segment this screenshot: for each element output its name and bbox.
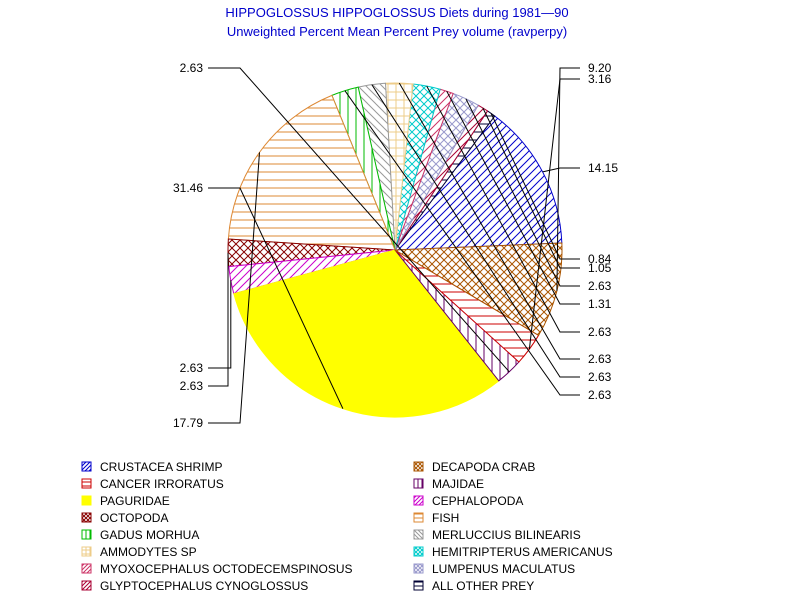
leader-line-octopoda — [208, 252, 229, 387]
legend-swatch-cephalopoda — [413, 495, 424, 506]
legend-label-decapoda-crab: DECAPODA CRAB — [432, 460, 535, 474]
legend-label-octopoda: OCTOPODA — [100, 511, 168, 525]
leader-line-fish — [208, 152, 260, 424]
legend-swatch-ammodytes-sp — [81, 546, 92, 557]
legend-label-gadus-morhua: GADUS MORHUA — [100, 528, 199, 542]
legend-swatch-myoxocephalus-octodecemspinosus — [81, 563, 92, 574]
slice-label-all-other-prey: 0.84 — [588, 252, 612, 266]
legend-label-cephalopoda: CEPHALOPODA — [432, 494, 523, 508]
legend-swatch-crustacea-shrimp — [81, 461, 92, 472]
leader-line-glyptocephalus-cynoglossus — [482, 107, 580, 269]
legend-label-majidae: MAJIDAE — [432, 477, 484, 491]
slice-label-lumpenus-maculatus: 2.63 — [588, 279, 612, 293]
legend-label-lumpenus-maculatus: LUMPENUS MACULATUS — [432, 562, 575, 576]
slice-label-paguridae: 31.46 — [173, 181, 203, 195]
legend-swatch-merluccius-bilinearis — [413, 529, 424, 540]
slice-label-octopoda: 2.63 — [180, 379, 204, 393]
legend-label-crustacea-shrimp: CRUSTACEA SHRIMP — [100, 460, 222, 474]
legend-swatch-lumpenus-maculatus — [413, 563, 424, 574]
slice-labels: 14.15 0.841.05 2.63 1.31 2.63 2.63 2.63 2.63 17.… — [173, 61, 618, 430]
legend-label-ammodytes-sp: AMMODYTES SP — [100, 545, 197, 559]
legend-swatch-glyptocephalus-cynoglossus — [81, 580, 92, 591]
slice-label-decapoda-crab: 9.20 — [588, 61, 612, 75]
pie-slices — [227, 82, 563, 418]
legend-swatch-hemitripterus-americanus — [413, 546, 424, 557]
legend-swatch-majidae — [413, 478, 424, 489]
legend-swatch-all-other-prey — [413, 580, 424, 591]
legend-label-merluccius-bilinearis: MERLUCCIUS BILINEARIS — [432, 528, 581, 542]
slice-label-merluccius-bilinearis: 2.63 — [588, 370, 612, 384]
chart-title: HIPPOGLOSSUS HIPPOGLOSSUS Diets during 1… — [225, 5, 568, 20]
leader-line-cephalopoda — [208, 280, 232, 369]
slice-label-glyptocephalus-cynoglossus: 1.05 — [588, 261, 612, 275]
leader-line-crustacea-shrimp — [542, 167, 580, 173]
legend-swatch-decapoda-crab — [413, 461, 424, 472]
legend-label-hemitripterus-americanus: HEMITRIPTERUS AMERICANUS — [432, 545, 613, 559]
slice-label-ammodytes-sp: 2.63 — [588, 352, 612, 366]
leader-line-paguridae — [208, 187, 344, 409]
leader-line-all-other-prey — [490, 113, 580, 260]
legend-swatch-gadus-morhua — [81, 529, 92, 540]
legend-label-cancer-irroratus: CANCER IRRORATUS — [100, 477, 224, 491]
slice-label-fish: 17.79 — [173, 416, 203, 430]
slice-fish — [227, 94, 396, 251]
slice-label-cancer-irroratus: 3.16 — [588, 72, 612, 86]
leader-line-myoxocephalus-octodecemspinosus — [446, 90, 580, 305]
legend-label-fish: FISH — [432, 511, 459, 525]
legend-swatch-octopoda — [81, 512, 92, 523]
leader-line-decapoda-crab — [556, 67, 580, 291]
legend-label-paguridae: PAGURIDAE — [100, 494, 170, 508]
slice-label-cephalopoda: 2.63 — [180, 361, 204, 375]
legend-swatch-fish — [413, 512, 424, 523]
leader-line-lumpenus-maculatus — [465, 98, 580, 287]
leader-line-merluccius-bilinearis — [371, 84, 580, 378]
slice-label-hemitripterus-americanus: 2.63 — [588, 325, 612, 339]
slice-label-gadus-morhua: 2.63 — [588, 388, 612, 402]
slice-label-majidae: 2.63 — [180, 61, 204, 75]
legend-swatch-paguridae — [81, 495, 92, 506]
legend-label-glyptocephalus-cynoglossus: GLYPTOCEPHALUS CYNOGLOSSUS — [100, 579, 308, 593]
leader-line-ammodytes-sp — [398, 82, 580, 360]
legend-label-all-other-prey: ALL OTHER PREY — [432, 579, 534, 593]
legend-swatch-cancer-irroratus — [81, 478, 92, 489]
leader-line-gadus-morhua — [344, 90, 580, 396]
leader-line-hemitripterus-americanus — [426, 85, 580, 333]
slice-label-myoxocephalus-octodecemspinosus: 1.31 — [588, 297, 612, 311]
slice-label-crustacea-shrimp: 14.15 — [588, 161, 618, 175]
chart-subtitle: Unweighted Percent Mean Percent Prey vol… — [227, 24, 567, 39]
leader-line-majidae — [208, 67, 510, 373]
legend: CRUSTACEA SHRIMP CANCER IRRORATUS PAGURIDA… — [81, 460, 613, 593]
legend-label-myoxocephalus-octodecemspinosus: MYOXOCEPHALUS OCTODECEMSPINOSUS — [100, 562, 353, 576]
